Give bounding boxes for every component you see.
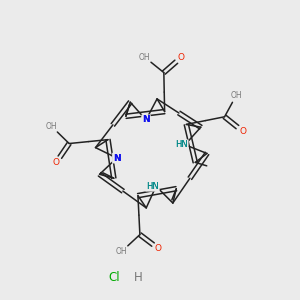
Text: OH: OH bbox=[231, 91, 242, 100]
Text: O: O bbox=[239, 127, 246, 136]
Text: N: N bbox=[113, 154, 121, 163]
Text: O: O bbox=[178, 53, 185, 62]
Text: O: O bbox=[52, 158, 60, 167]
Text: HN: HN bbox=[175, 140, 188, 149]
Text: OH: OH bbox=[46, 122, 57, 131]
Text: Cl: Cl bbox=[108, 271, 120, 284]
Text: N: N bbox=[142, 116, 150, 124]
Text: N: N bbox=[142, 116, 150, 124]
Text: HN: HN bbox=[175, 140, 188, 149]
Text: HN: HN bbox=[146, 182, 159, 191]
Text: H: H bbox=[134, 271, 142, 284]
Text: OH: OH bbox=[139, 52, 150, 62]
Text: N: N bbox=[113, 154, 121, 163]
Text: O: O bbox=[155, 244, 162, 253]
Text: OH: OH bbox=[116, 247, 127, 256]
Text: HN: HN bbox=[146, 182, 159, 191]
